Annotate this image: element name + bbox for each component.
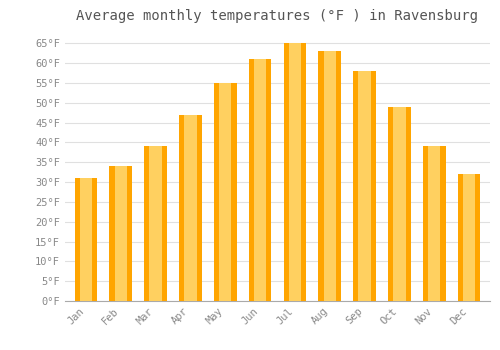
Bar: [74, 178, 97, 301]
Bar: [219, 83, 232, 301]
Bar: [184, 115, 196, 301]
Bar: [150, 146, 162, 301]
Bar: [458, 174, 480, 301]
Bar: [179, 115, 202, 301]
Bar: [249, 59, 272, 301]
Bar: [324, 51, 336, 301]
Bar: [318, 51, 341, 301]
Bar: [463, 174, 475, 301]
Bar: [214, 83, 236, 301]
Bar: [254, 59, 266, 301]
Title: Average monthly temperatures (°F ) in Ravensburg: Average monthly temperatures (°F ) in Ra…: [76, 9, 478, 23]
Bar: [80, 178, 92, 301]
Bar: [358, 71, 371, 301]
Bar: [110, 166, 132, 301]
Bar: [388, 107, 410, 301]
Bar: [144, 146, 167, 301]
Bar: [428, 146, 440, 301]
Bar: [423, 146, 446, 301]
Bar: [288, 43, 301, 301]
Bar: [114, 166, 127, 301]
Bar: [284, 43, 306, 301]
Bar: [393, 107, 406, 301]
Bar: [354, 71, 376, 301]
